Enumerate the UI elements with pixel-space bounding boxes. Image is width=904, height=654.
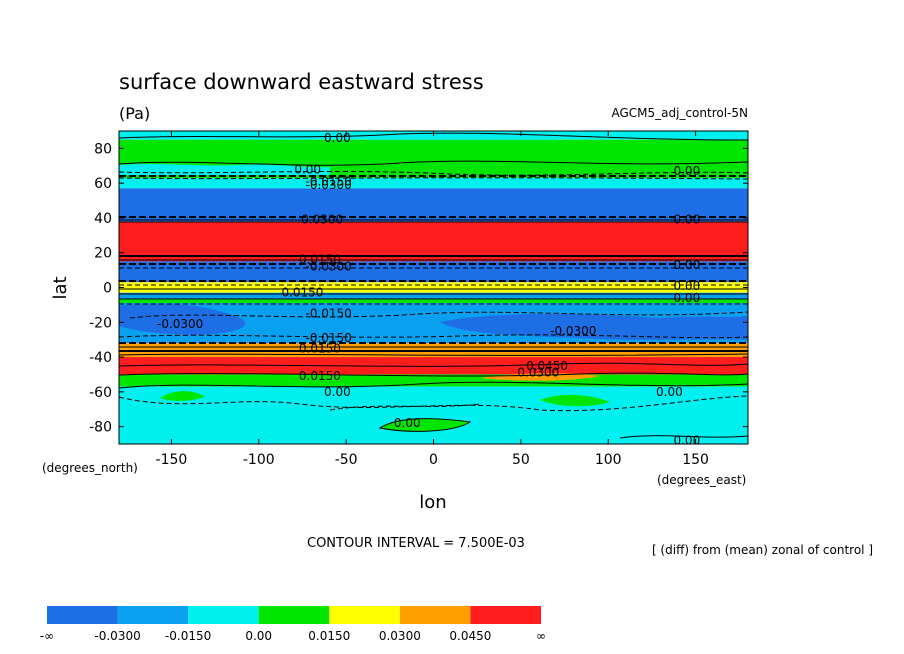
x-units-label: (degrees_east) <box>657 473 746 487</box>
region-blue-south-2 <box>440 314 748 340</box>
axis-ticks: -150 -100 -50 0 50 100 150 80 60 40 20 0 -20 -40 -60 -8… <box>89 131 748 468</box>
y-tick-label: 80 <box>94 141 112 157</box>
contour-line <box>119 132 748 141</box>
contour-label: 0.00 <box>673 213 700 227</box>
contour-label: -0.0150 <box>306 331 352 345</box>
region-blue-south <box>119 303 246 335</box>
contour-label: 0.0150 <box>299 369 341 383</box>
contour-label: 0.00 <box>673 279 700 293</box>
units-label: (Pa) <box>119 104 150 123</box>
y-axis-label: lat <box>50 276 71 299</box>
contour-label: 0.00 <box>294 162 321 176</box>
y-tick-label: -20 <box>89 315 112 331</box>
x-tick-label: 50 <box>512 452 530 468</box>
contour-line <box>129 311 748 319</box>
contour-label: -0.0300 <box>550 324 596 338</box>
contour-label: 0.00 <box>656 385 683 399</box>
x-tick-label: 0 <box>429 452 438 468</box>
contour-label: -0.0300 <box>157 317 203 331</box>
colorbar-swatch <box>329 606 400 624</box>
colorbar-label: -0.0300 <box>94 629 140 643</box>
x-tick-label: 100 <box>595 452 622 468</box>
contour-line <box>119 177 748 180</box>
region-green-south <box>380 418 470 432</box>
x-tick-label: -150 <box>156 452 188 468</box>
contour-label: 0.00 <box>324 131 351 145</box>
contour-label: -0.0300 <box>306 178 352 192</box>
contour-label: -0.0300 <box>306 260 352 274</box>
y-tick-label: 0 <box>103 281 112 297</box>
contour-label: 0.0150 <box>299 253 341 267</box>
contour-label: 0.0150 <box>299 341 341 355</box>
y-tick-label: -60 <box>89 385 112 401</box>
contour-label: 0.00 <box>324 385 351 399</box>
colorbar-swatch <box>399 606 471 624</box>
x-tick-label: -50 <box>335 452 358 468</box>
contour-line <box>119 395 748 412</box>
contour-line <box>119 334 748 339</box>
colorbar-label: 0.0300 <box>379 629 421 643</box>
contour-label: 0.0150 <box>281 286 323 300</box>
y-tick-label: -40 <box>89 350 112 366</box>
colorbar-swatch <box>47 606 118 624</box>
colorbar-swatch <box>188 606 259 624</box>
colorbar-swatch <box>117 606 189 624</box>
colorbar: -∞ -0.0300 -0.0150 0.00 0.0150 0.0300 0.0450 ∞ <box>40 606 546 643</box>
contour-line <box>119 170 748 176</box>
contour-line <box>119 160 748 166</box>
colorbar-label: -0.0150 <box>165 629 211 643</box>
contour-label: 0.00 <box>673 164 700 178</box>
plot-area: 0.000.00 0.00-0.0150-0.0300-0.0300 0.000.0… <box>119 131 748 448</box>
contour-label: 0.00 <box>673 291 700 305</box>
contour-regions <box>119 131 748 444</box>
dataset-label: AGCM5_adj_control-5N <box>611 106 748 120</box>
y-tick-label: 60 <box>94 176 112 192</box>
contour-line <box>329 403 481 411</box>
color-band <box>119 221 748 262</box>
contour-line <box>119 362 748 367</box>
contour-label: -0.0150 <box>306 307 352 321</box>
colorbar-label: 0.00 <box>245 629 272 643</box>
y-tick-label: 40 <box>94 211 112 227</box>
contour-label: -0.0300 <box>297 213 343 227</box>
chart-title: surface downward eastward stress <box>119 70 484 94</box>
color-band <box>119 261 748 283</box>
x-tick-label: -100 <box>243 452 275 468</box>
region-green-eq <box>119 299 748 303</box>
contour-labels: 0.000.00 0.00-0.0150-0.0300-0.0300 0.000.0… <box>157 131 700 448</box>
colorbar-swatch <box>470 606 541 624</box>
color-band <box>119 282 748 293</box>
contour-label: 0.00 <box>394 416 421 430</box>
region-green-south-3 <box>540 394 610 407</box>
contour-label: 0.0300 <box>517 366 559 380</box>
contour-label: 0.00 <box>673 434 700 448</box>
contour-label: 0.00 <box>673 258 700 272</box>
colorbar-label: -∞ <box>40 629 54 643</box>
y-tick-label: 20 <box>94 246 112 262</box>
contour-line <box>119 372 748 377</box>
region-cyan-north-2 <box>119 164 330 175</box>
region-orange-south <box>480 373 600 381</box>
colorbar-label: 0.0450 <box>449 629 491 643</box>
x-tick-label: 150 <box>682 452 709 468</box>
region-green-south-2 <box>160 391 205 401</box>
colorbar-label: ∞ <box>536 629 546 643</box>
note-label: [ (diff) from (mean) zonal of control ] <box>652 543 873 557</box>
y-units-label: (degrees_north) <box>42 461 138 475</box>
contour-line <box>378 418 472 432</box>
x-axis-label: lon <box>419 492 446 513</box>
color-band <box>119 177 748 189</box>
color-band <box>119 188 748 222</box>
contour-lines <box>119 132 748 439</box>
y-tick-label: -80 <box>89 420 112 436</box>
colorbar-label: 0.0150 <box>308 629 350 643</box>
contour-label: 0.0450 <box>526 359 568 373</box>
contour-line <box>119 381 748 389</box>
contour-interval-label: CONTOUR INTERVAL = 7.500E-03 <box>307 536 525 551</box>
contour-line <box>119 353 748 356</box>
colorbar-swatch <box>258 606 330 624</box>
contour-line <box>619 435 748 439</box>
contour-label: -0.0150 <box>306 174 352 188</box>
